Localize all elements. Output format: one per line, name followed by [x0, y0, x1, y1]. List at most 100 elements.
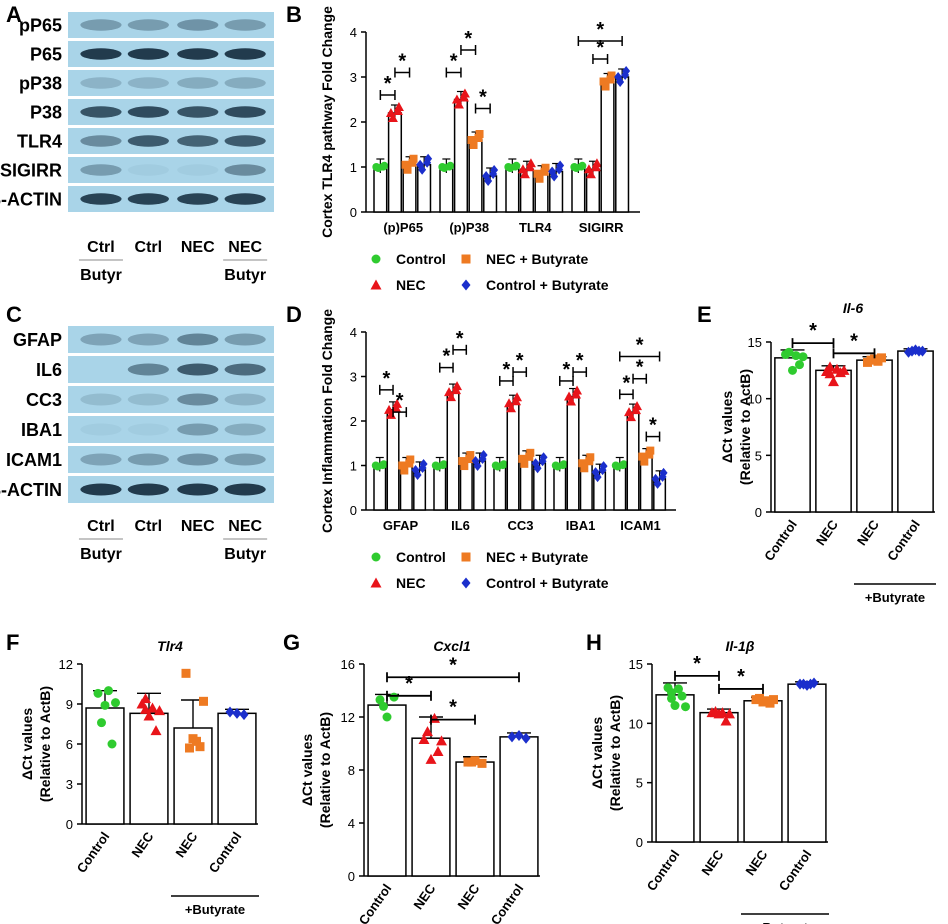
significance-star: *	[596, 37, 604, 59]
y-tick-label: 8	[348, 763, 355, 778]
protein-band	[177, 48, 219, 60]
y-axis-title-line: (Relative to ActB)	[37, 686, 53, 802]
y-axis-title-line: (Relative to ActB)	[737, 369, 753, 485]
x-tick-label: NEC	[854, 517, 882, 549]
data-point	[578, 459, 587, 468]
y-tick-label: 1	[350, 160, 357, 175]
data-point	[418, 462, 427, 473]
data-point	[398, 461, 407, 470]
data-point	[640, 457, 649, 466]
protein-band	[127, 423, 169, 436]
data-point	[866, 355, 876, 365]
y-axis-title-line: (Relative to ActB)	[317, 712, 333, 828]
data-point	[436, 735, 447, 746]
protein-band	[80, 19, 122, 31]
band-label: pP65	[19, 16, 62, 36]
protein-band	[127, 393, 169, 406]
bar	[453, 98, 469, 213]
band-label: P38	[30, 103, 62, 123]
data-point	[533, 169, 542, 178]
band-label: TLR4	[17, 132, 62, 152]
bar	[367, 704, 407, 877]
panel-label-f: F	[6, 630, 19, 655]
y-axis-title: ΔCt values (Relative to ActB)	[19, 686, 53, 802]
bar	[217, 712, 257, 825]
legend-label: Control	[396, 251, 446, 267]
chart-title: Il-6	[843, 300, 863, 316]
data-point	[519, 169, 530, 179]
lane-label: Ctrl	[87, 518, 115, 535]
y-axis-title: ΔCt values (Relative to ActB)	[589, 695, 623, 811]
protein-band	[177, 423, 219, 436]
bar	[433, 464, 447, 511]
x-tick-label: NEC	[742, 847, 770, 879]
bar	[626, 411, 640, 511]
y-axis-title-line: ΔCt values	[19, 708, 35, 781]
data-point	[239, 709, 249, 721]
data-point	[453, 99, 464, 109]
data-point	[460, 462, 469, 471]
y-axis-title-line: ΔCt values	[589, 717, 605, 790]
protein-band	[127, 164, 169, 176]
y-tick-label: 12	[341, 710, 355, 725]
data-point	[140, 693, 151, 704]
significance-star: *	[649, 415, 657, 437]
protein-band	[127, 135, 169, 147]
legend-marker	[370, 577, 382, 588]
significance-star: *	[576, 350, 584, 372]
protein-band	[224, 164, 266, 176]
x-tick-label: Control	[74, 829, 113, 875]
butyrate-group-label: +Butyrate	[185, 902, 245, 917]
legend-marker	[370, 279, 382, 290]
butyr-label: Butyr	[224, 546, 266, 563]
data-point	[653, 478, 662, 489]
significance-star: *	[405, 673, 413, 695]
significance-star: *	[623, 372, 631, 394]
protein-band	[127, 453, 169, 466]
legend-label: NEC	[396, 575, 426, 591]
bar	[699, 711, 739, 843]
lane-label: Ctrl	[87, 239, 115, 256]
bar	[499, 736, 539, 877]
y-axis-title-line: (Relative to ActB)	[607, 695, 623, 811]
bar	[455, 761, 495, 877]
protein-band	[127, 193, 169, 205]
data-point	[382, 712, 392, 722]
data-point	[147, 702, 158, 713]
blot-strip	[68, 157, 274, 183]
y-tick-label: 2	[350, 115, 357, 130]
data-point	[458, 457, 467, 466]
data-point	[225, 706, 235, 718]
blot-strip	[68, 70, 274, 96]
butyrate-group-label: +Butyrate	[755, 920, 815, 924]
protein-band	[80, 423, 122, 436]
protein-band	[80, 135, 122, 147]
data-point	[618, 461, 627, 470]
y-tick-label: 2	[350, 414, 357, 429]
band-label: P65	[30, 45, 62, 65]
data-point	[681, 702, 690, 712]
bar	[373, 464, 387, 511]
data-point	[392, 106, 403, 115]
significance-star: *	[737, 666, 745, 688]
protein-band	[177, 77, 219, 89]
butyr-label: Butyr	[80, 267, 122, 284]
protein-band	[224, 423, 266, 436]
lane-label: NEC	[181, 239, 215, 256]
x-tick-label: CC3	[508, 518, 534, 533]
chart-title: Tlr4	[157, 638, 183, 654]
data-point	[606, 75, 615, 84]
data-point	[616, 77, 625, 87]
bar	[897, 350, 934, 513]
data-point	[473, 461, 482, 472]
y-tick-label: 4	[350, 25, 357, 40]
data-point	[400, 466, 409, 475]
data-point	[100, 700, 110, 710]
data-point	[724, 708, 735, 719]
y-tick-label: 10	[748, 392, 762, 407]
significance-star: *	[636, 357, 644, 379]
x-tick-label: GFAP	[383, 518, 419, 533]
data-point	[93, 688, 103, 698]
x-tick-label: TLR4	[519, 220, 552, 235]
